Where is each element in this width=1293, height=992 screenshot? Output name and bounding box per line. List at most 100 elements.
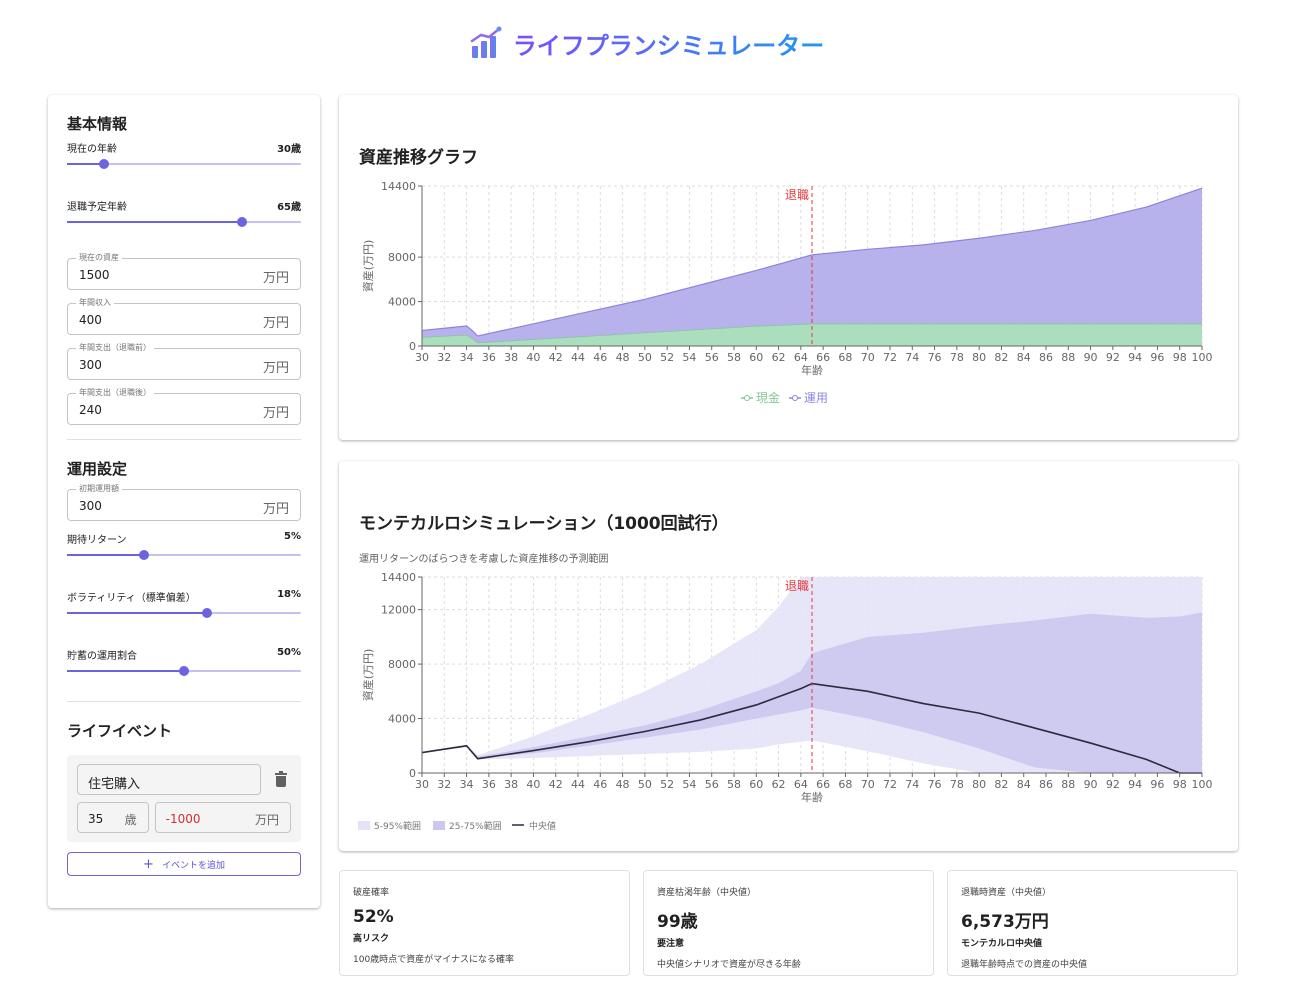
legend-swatch-25-75 — [433, 821, 445, 830]
y-tick-label: 0 — [409, 340, 416, 353]
retire-age-value: 65歳 — [277, 202, 301, 213]
asset-chart-title: 資産推移グラフ — [359, 148, 478, 168]
expense-before-field[interactable]: 年間支出（退職前） 300 万円 — [67, 342, 301, 380]
x-tick-label: 70 — [861, 778, 875, 791]
trash-icon[interactable] — [275, 770, 289, 788]
expense-after-field[interactable]: 年間支出（退職後） 240 万円 — [67, 387, 301, 425]
x-tick-label: 74 — [905, 351, 919, 364]
x-tick-label: 92 — [1106, 351, 1120, 364]
field-value[interactable]: 240 — [79, 403, 102, 417]
retire-age-slider[interactable]: 退職予定年齢 65歳 — [67, 192, 301, 250]
x-tick-label: 30 — [415, 778, 429, 791]
expected-return-slider[interactable]: 期待リターン 5% — [67, 525, 301, 583]
y-tick-label: 0 — [409, 767, 416, 780]
x-tick-label: 78 — [950, 778, 964, 791]
slider-thumb[interactable] — [139, 550, 150, 560]
field-value[interactable]: 1500 — [79, 268, 110, 282]
x-axis-title: 年齢 — [801, 790, 823, 804]
add-event-button[interactable]: + イベントを追加 — [67, 852, 301, 876]
stat-label: 資産枯渇年齢（中央値） — [657, 888, 757, 898]
x-tick-label: 38 — [504, 351, 518, 364]
y-tick-label: 8000 — [388, 251, 416, 264]
stat-desc: 退職年齢時点での資産の中央値 — [961, 960, 1088, 970]
x-tick-label: 80 — [972, 351, 986, 364]
current-assets-field[interactable]: 現在の資産 1500 万円 — [67, 252, 301, 290]
slider-thumb[interactable] — [179, 666, 189, 676]
x-tick-label: 100 — [1192, 351, 1213, 364]
slider-fill — [67, 221, 243, 223]
slider-thumb[interactable] — [202, 608, 213, 618]
event-age-unit: 歳 — [124, 813, 137, 827]
x-tick-label: 48 — [616, 778, 630, 791]
x-tick-label: 30 — [415, 351, 429, 364]
x-tick-label: 54 — [682, 351, 696, 364]
x-tick-label: 36 — [482, 351, 496, 364]
x-tick-label: 60 — [749, 351, 763, 364]
slider-thumb[interactable] — [237, 217, 248, 227]
x-tick-label: 58 — [727, 351, 741, 364]
x-tick-label: 86 — [1039, 778, 1053, 791]
invest-ratio-label: 貯蓄の運用割合 — [67, 651, 137, 662]
event-amount-value[interactable]: -1000 — [165, 812, 201, 826]
y-tick-label: 12000 — [381, 604, 416, 617]
x-tick-label: 44 — [571, 351, 585, 364]
legend-label: 現金 — [756, 390, 780, 405]
slider-fill — [67, 670, 184, 672]
legend-label: 運用 — [804, 391, 828, 405]
current-age-slider[interactable]: 現在の年齢 30歳 — [67, 134, 301, 192]
event-name-input[interactable]: 住宅購入 — [77, 764, 261, 795]
field-value[interactable]: 300 — [79, 358, 102, 372]
slider-track[interactable] — [67, 217, 301, 227]
legend-label: 25-75%範囲 — [449, 820, 502, 832]
annual-income-field[interactable]: 年間収入 400 万円 — [67, 297, 301, 335]
legend-marker-dot — [744, 395, 750, 401]
field-value[interactable]: 300 — [79, 499, 102, 513]
x-tick-label: 58 — [727, 778, 741, 791]
event-age-input[interactable]: 35 歳 — [77, 802, 149, 833]
x-tick-label: 82 — [994, 778, 1008, 791]
x-tick-label: 46 — [593, 778, 607, 791]
x-tick-label: 96 — [1150, 778, 1164, 791]
y-tick-label: 14400 — [381, 180, 416, 193]
x-tick-label: 44 — [571, 778, 585, 791]
monte-carlo-card: モンテカルロシミュレーション（1000回試行） 運用リターンのばらつきを考慮した… — [339, 461, 1238, 851]
current-age-label: 現在の年齢 — [67, 144, 117, 155]
basic-info-title: 基本情報 — [67, 115, 128, 133]
invest-settings-title: 運用設定 — [67, 460, 128, 478]
volatility-slider[interactable]: ボラティリティ（標準偏差） 18% — [67, 583, 301, 641]
slider-track[interactable] — [67, 666, 301, 676]
x-tick-label: 72 — [883, 778, 897, 791]
slider-track[interactable] — [67, 159, 301, 169]
retire-age-label: 退職予定年齢 — [67, 202, 127, 213]
x-tick-label: 72 — [883, 351, 897, 364]
expected-return-value: 5% — [284, 531, 301, 542]
y-tick-label: 14400 — [381, 571, 416, 584]
invest-ratio-slider[interactable]: 貯蓄の運用割合 50% — [67, 641, 301, 699]
x-tick-label: 62 — [772, 351, 786, 364]
x-tick-label: 82 — [994, 351, 1008, 364]
legend-swatch-5-95 — [358, 821, 370, 830]
volatility-value: 18% — [277, 589, 301, 600]
x-tick-label: 36 — [482, 778, 496, 791]
stat-card-depletion-age: 資産枯渇年齢（中央値） 99歳 要注意 中央値シナリオで資産が尽きる年齢 — [643, 870, 934, 976]
slider-track[interactable] — [67, 550, 301, 560]
legend-marker-dot — [792, 395, 798, 401]
median-line — [421, 682, 1202, 774]
field-label: 年間支出（退職前） — [76, 342, 154, 353]
stat-value: 52% — [353, 907, 394, 927]
x-tick-label: 88 — [1061, 778, 1075, 791]
x-tick-label: 74 — [905, 778, 919, 791]
slider-thumb[interactable] — [99, 159, 110, 169]
expected-return-label: 期待リターン — [67, 535, 127, 546]
bar-chart-trending-icon — [470, 26, 502, 58]
x-tick-label: 46 — [593, 351, 607, 364]
event-age-value[interactable]: 35 — [88, 812, 104, 826]
x-tick-label: 56 — [705, 778, 719, 791]
event-amount-input[interactable]: -1000 万円 — [154, 802, 291, 833]
field-value[interactable]: 400 — [79, 313, 102, 327]
invest-ratio-value: 50% — [277, 647, 301, 658]
slider-fill — [67, 554, 145, 556]
initial-invest-field[interactable]: 初期運用額 300 万円 — [67, 483, 301, 521]
slider-track[interactable] — [67, 608, 301, 618]
x-tick-label: 90 — [1084, 778, 1098, 791]
